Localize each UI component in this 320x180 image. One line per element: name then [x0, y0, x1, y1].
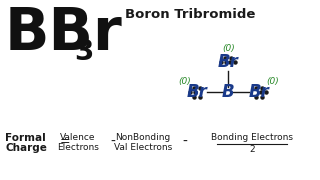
Text: Formal: Formal	[5, 133, 46, 143]
Text: Br: Br	[249, 83, 269, 101]
Text: =: =	[60, 135, 71, 148]
Text: 2: 2	[249, 145, 255, 154]
Text: (0): (0)	[223, 44, 236, 53]
Text: 3: 3	[74, 38, 93, 66]
Text: Electrons: Electrons	[57, 143, 99, 152]
Text: Br: Br	[187, 83, 207, 101]
Text: Br: Br	[218, 53, 238, 71]
Text: Boron Tribromide: Boron Tribromide	[125, 8, 255, 21]
Text: BBr: BBr	[5, 5, 123, 62]
Text: Val Electrons: Val Electrons	[114, 143, 172, 152]
Text: B: B	[222, 83, 234, 101]
Text: -: -	[182, 135, 187, 149]
Text: Charge: Charge	[5, 143, 47, 153]
Text: Bonding Electrons: Bonding Electrons	[211, 133, 293, 142]
Text: NonBonding: NonBonding	[116, 133, 171, 142]
Text: (0): (0)	[179, 76, 191, 86]
Text: Valence: Valence	[60, 133, 96, 142]
Text: (0): (0)	[267, 76, 279, 86]
Text: -: -	[110, 135, 115, 149]
